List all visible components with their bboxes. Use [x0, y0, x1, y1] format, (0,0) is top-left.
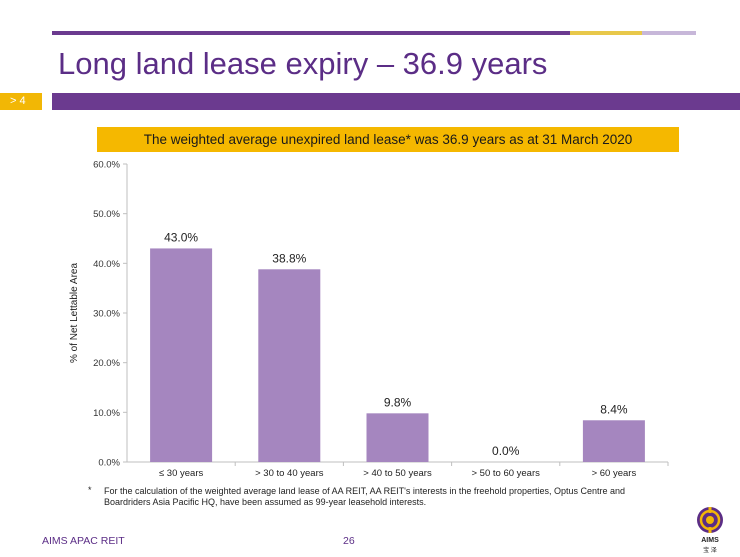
logo-subtext: 宝 泽	[703, 548, 717, 554]
highlight-banner: The weighted average unexpired land leas…	[97, 127, 679, 152]
bar	[258, 269, 321, 462]
data-label: 9.8%	[384, 395, 412, 409]
y-tick-label: 20.0%	[93, 358, 120, 369]
y-tick-label: 0.0%	[98, 458, 120, 469]
x-tick-label: > 40 to 50 years	[363, 468, 432, 479]
data-label: 0.0%	[492, 444, 520, 458]
x-tick-label: > 60 years	[592, 468, 637, 479]
y-tick-label: 60.0%	[93, 160, 120, 171]
x-tick-label: > 30 to 40 years	[255, 468, 324, 479]
x-tick-label: > 50 to 60 years	[471, 468, 540, 479]
data-label: 38.8%	[272, 251, 306, 265]
aims-logo-icon	[697, 507, 723, 533]
y-tick-label: 30.0%	[93, 309, 120, 320]
footnote: For the calculation of the weighted aver…	[104, 486, 626, 507]
section-bar	[52, 93, 740, 110]
logo-text: AIMS	[701, 537, 719, 544]
data-label: 8.4%	[600, 402, 628, 416]
data-label: 43.0%	[164, 230, 198, 244]
y-tick-label: 10.0%	[93, 408, 120, 419]
page-number: 26	[343, 535, 355, 547]
y-tick-label: 40.0%	[93, 259, 120, 270]
footnote-marker: *	[88, 485, 92, 495]
bar	[582, 420, 645, 462]
section-tab: > 4	[0, 93, 42, 110]
bar	[366, 413, 429, 462]
x-tick-label: ≤ 30 years	[159, 468, 204, 479]
top-accent-bar-light	[642, 31, 696, 35]
slide-title: Long land lease expiry – 36.9 years	[58, 46, 548, 81]
y-tick-label: 50.0%	[93, 209, 120, 220]
bar	[150, 248, 213, 462]
top-accent-bar-gold	[570, 31, 642, 35]
top-accent-bar	[52, 31, 570, 35]
y-axis-title: % of Net Lettable Area	[69, 263, 80, 364]
footer-company-name: AIMS APAC REIT	[42, 535, 125, 547]
